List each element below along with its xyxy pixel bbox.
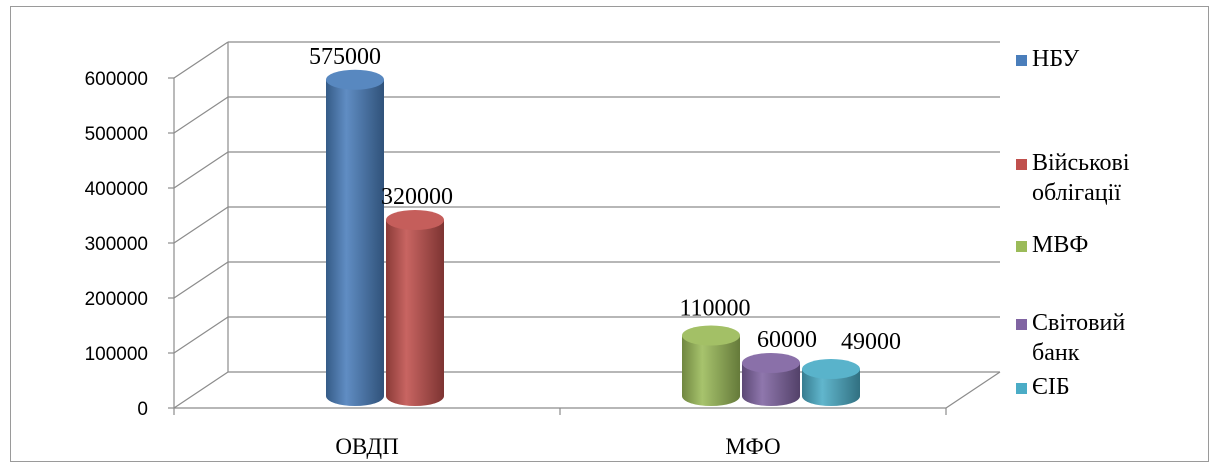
y-tick-label: 300000 bbox=[85, 234, 148, 255]
legend-label: облігації bbox=[1032, 180, 1121, 206]
y-tick-label: 200000 bbox=[85, 289, 148, 310]
floor-edge bbox=[174, 372, 1000, 408]
legend-label: Світовий bbox=[1032, 310, 1125, 336]
data-label: 575000 bbox=[309, 44, 381, 70]
x-category-label: ОВДП bbox=[335, 434, 398, 459]
bars bbox=[326, 70, 860, 406]
legend-item: МВФ bbox=[1016, 232, 1088, 258]
legend-label: банк bbox=[1032, 340, 1080, 366]
legend-label: ЄІБ bbox=[1032, 374, 1070, 400]
legend-item: Світовий банк bbox=[1016, 310, 1125, 366]
legend-swatch bbox=[1016, 159, 1027, 170]
x-category-label: МФО bbox=[725, 434, 780, 459]
gridline-side bbox=[174, 207, 228, 243]
legend-item: Військові облігації bbox=[1016, 150, 1130, 206]
legend-label: Військові bbox=[1032, 150, 1130, 176]
bar-НБУ bbox=[326, 80, 384, 406]
bar-top-МВФ bbox=[682, 326, 740, 346]
y-tick-label: 100000 bbox=[85, 344, 148, 365]
y-tick-label: 400000 bbox=[85, 179, 148, 200]
bar-top-НБУ bbox=[326, 70, 384, 90]
bar-Військові облігації bbox=[386, 220, 444, 406]
y-axis-ticks: 0 100000 200000 300000 400000 500000 600000 bbox=[85, 69, 174, 420]
bar-top-ЄІБ bbox=[802, 359, 860, 379]
legend-swatch bbox=[1016, 241, 1027, 252]
data-label: 110000 bbox=[679, 296, 750, 322]
data-label: 60000 bbox=[757, 327, 817, 353]
gridline-side bbox=[174, 152, 228, 188]
y-tick-label: 500000 bbox=[85, 124, 148, 145]
data-label: 320000 bbox=[381, 184, 453, 210]
legend-label: МВФ bbox=[1032, 232, 1088, 258]
gridline-side bbox=[174, 262, 228, 298]
bar-top-Світовий банк bbox=[742, 353, 800, 373]
legend: НБУ Військові облігації МВФ Світовий банк ЄІБ bbox=[1016, 46, 1130, 400]
bar-МВФ bbox=[682, 336, 740, 407]
bar-top-Військові облігації bbox=[386, 210, 444, 230]
gridline-side bbox=[174, 372, 228, 408]
data-label: 49000 bbox=[841, 329, 901, 355]
legend-item: ЄІБ bbox=[1016, 374, 1070, 400]
legend-swatch bbox=[1016, 319, 1027, 330]
legend-item: НБУ bbox=[1016, 46, 1079, 72]
y-tick-label: 0 bbox=[137, 399, 148, 420]
gridline-side bbox=[174, 42, 228, 78]
x-axis: ОВДП МФО bbox=[174, 408, 946, 459]
y-tick-label: 600000 bbox=[85, 69, 148, 90]
legend-swatch bbox=[1016, 383, 1027, 394]
gridline-side bbox=[174, 97, 228, 133]
gridline-side bbox=[174, 317, 228, 353]
legend-swatch bbox=[1016, 55, 1027, 66]
legend-label: НБУ bbox=[1032, 46, 1079, 72]
